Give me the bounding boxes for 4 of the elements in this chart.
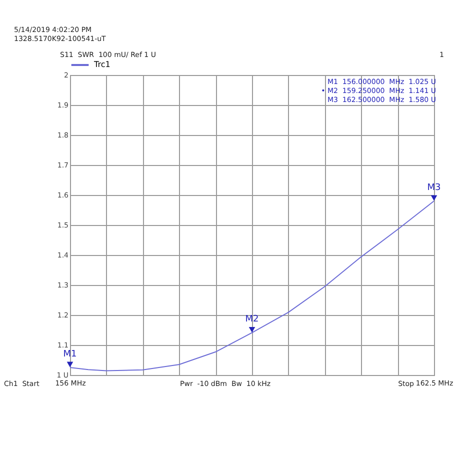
annotation: M1 — [63, 350, 77, 360]
annotation: M3 — [427, 183, 441, 193]
legend-label: Trc1 — [93, 60, 110, 69]
annotation: M2 — [245, 314, 259, 325]
